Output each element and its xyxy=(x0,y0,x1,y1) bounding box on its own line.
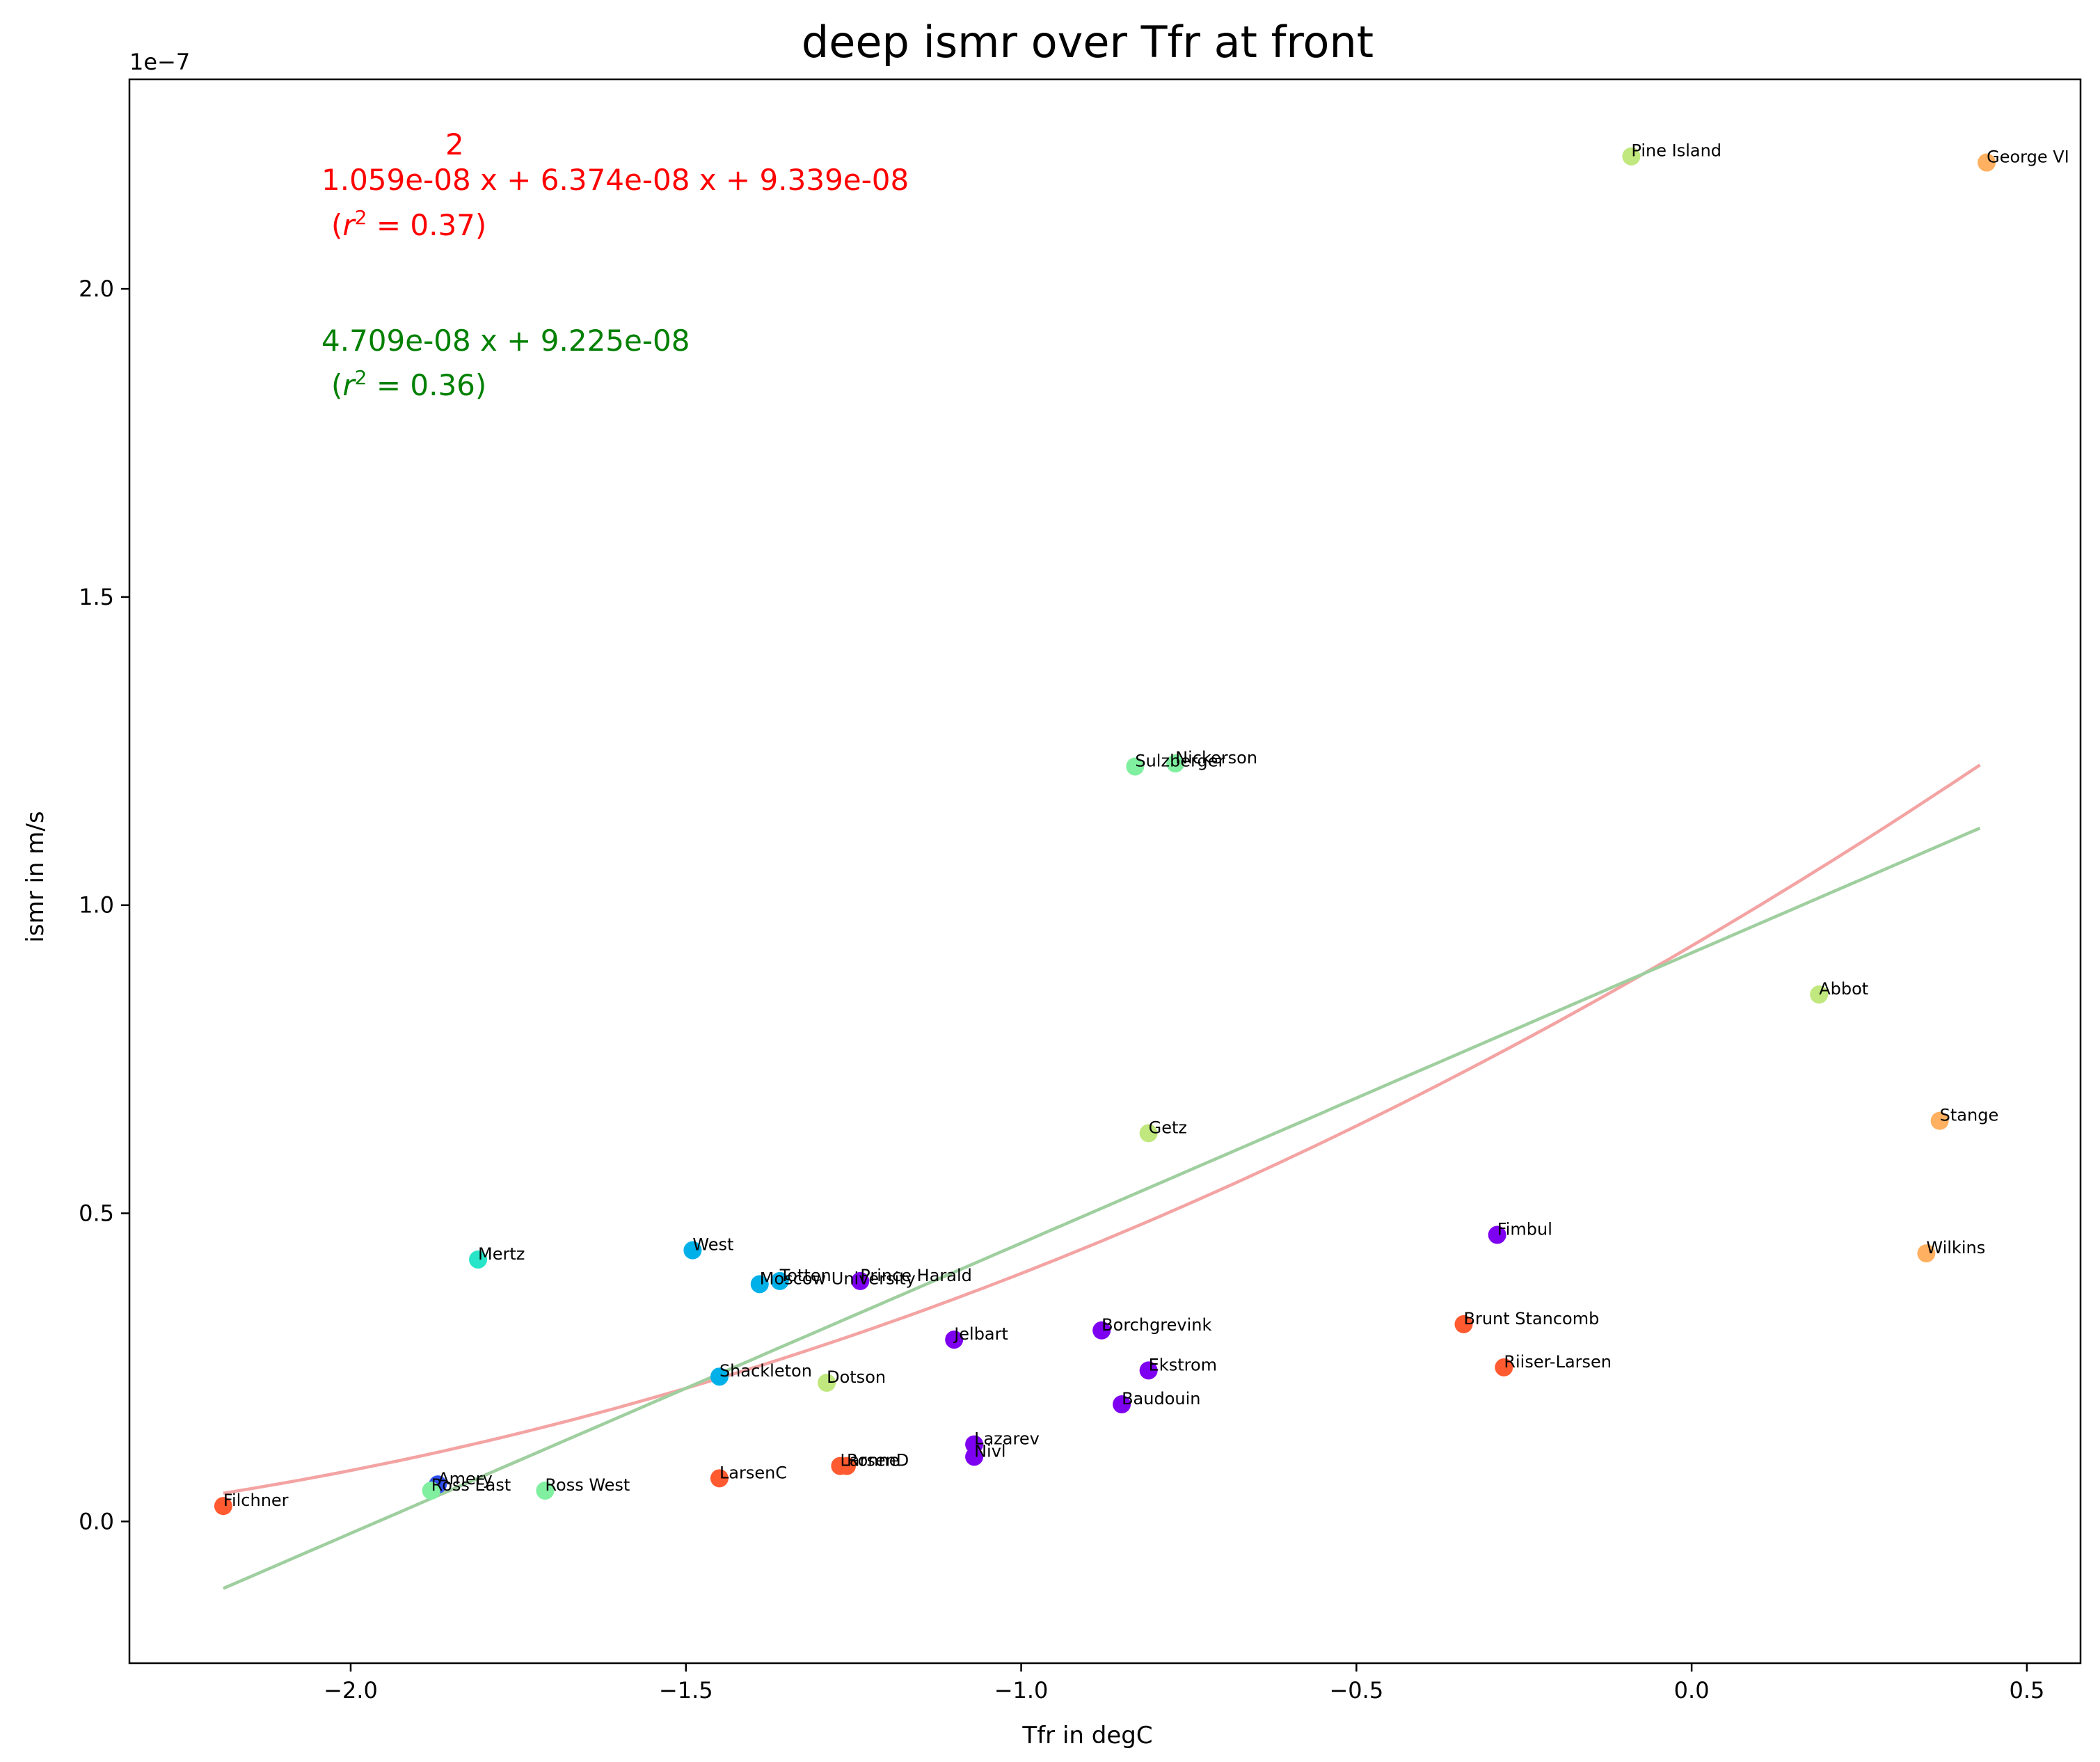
point-prince-harald xyxy=(851,1271,870,1290)
x-tick-label: −0.5 xyxy=(1329,1677,1383,1704)
point-larsenc xyxy=(710,1469,729,1488)
y-axis-label: ismr in m/s xyxy=(22,811,49,942)
point-label-shackleton: Shackleton xyxy=(719,1361,812,1381)
point-label-abbot: Abbot xyxy=(1819,979,1868,999)
point-shackleton xyxy=(710,1367,729,1386)
lin-fit-r2-value: = 0.36) xyxy=(367,368,487,402)
point-label-amery: Amery xyxy=(438,1469,493,1489)
quad-fit-r2-value: = 0.37) xyxy=(367,208,487,242)
point-dotson xyxy=(818,1374,836,1392)
x-tick-label: 0.0 xyxy=(1674,1677,1710,1704)
point-label-prince-harald: Prince Harald xyxy=(860,1266,972,1285)
point-abbot xyxy=(1810,985,1829,1004)
quad-fit-equation: 1.059e-08 x + 6.374e-08 x + 9.339e-08 xyxy=(321,163,909,197)
point-nivl xyxy=(965,1447,984,1466)
point-label-west: West xyxy=(692,1235,733,1255)
point-label-baudouin: Baudouin xyxy=(1122,1389,1200,1408)
x-tick-label: −1.0 xyxy=(994,1677,1049,1704)
lin-fit-r2-var: r xyxy=(342,368,356,402)
point-label-george-vi: George VI xyxy=(1987,148,2069,167)
point-stange xyxy=(1930,1111,1949,1130)
point-label-larsenc: LarsenC xyxy=(719,1463,787,1482)
point-ross-east xyxy=(422,1482,440,1500)
point-label-borchgrevink: Borchgrevink xyxy=(1101,1315,1211,1335)
point-brunt-stancomb xyxy=(1454,1315,1473,1333)
quad-fit-superscript: 2 xyxy=(445,127,464,161)
point-label-nickerson: Nickerson xyxy=(1175,748,1257,768)
point-getz xyxy=(1139,1124,1158,1143)
point-ross-west xyxy=(536,1482,555,1500)
lin-fit-r2-sup: 2 xyxy=(355,366,367,389)
point-label-ekstrom: Ekstrom xyxy=(1149,1355,1217,1374)
y-tick-label: 0.5 xyxy=(79,1200,114,1227)
point-moscow-university xyxy=(750,1275,769,1294)
data-points xyxy=(214,147,1996,1516)
y-axis-offset-text: 1e−7 xyxy=(129,49,190,75)
point-filchner xyxy=(214,1497,232,1516)
y-tick-label: 1.5 xyxy=(79,584,114,610)
point-label-ross-west: Ross West xyxy=(545,1475,630,1495)
x-tick-label: 0.5 xyxy=(2009,1677,2044,1704)
point-label-lazarev: Lazarev xyxy=(974,1429,1040,1449)
point-wilkins xyxy=(1917,1244,1936,1263)
quadratic-fit-line xyxy=(223,763,1981,1495)
chart-title: deep ismr over Tfr at front xyxy=(802,17,1374,68)
point-fimbul xyxy=(1488,1225,1506,1244)
point-sulzberger xyxy=(1126,757,1145,776)
point-mertz xyxy=(469,1250,488,1269)
y-tick-label: 0.0 xyxy=(79,1508,114,1534)
point-totten xyxy=(770,1271,789,1290)
plot-frame xyxy=(128,78,2082,1665)
point-ekstrom xyxy=(1139,1361,1158,1380)
point-nickerson xyxy=(1166,754,1185,773)
point-label-fimbul: Fimbul xyxy=(1497,1220,1552,1239)
point-label-pine-island: Pine Island xyxy=(1631,141,1721,161)
y-tick-label: 1.0 xyxy=(79,892,114,919)
point-label-mertz: Mertz xyxy=(478,1244,525,1264)
point-label-filchner: Filchner xyxy=(223,1491,289,1510)
point-riiser-larsen xyxy=(1495,1358,1513,1376)
point-pine-island xyxy=(1622,147,1641,166)
lin-fit-equation: 4.709e-08 x + 9.225e-08 xyxy=(321,324,690,358)
y-tick-label: 2.0 xyxy=(79,276,114,302)
point-label-stange: Stange xyxy=(1940,1106,1999,1125)
lin-fit-r2-open: ( xyxy=(331,368,342,402)
point-label-getz: Getz xyxy=(1149,1118,1187,1137)
x-tick-label: −2.0 xyxy=(324,1677,378,1704)
point-label-jelbart: Jelbart xyxy=(953,1324,1008,1344)
point-label-ross-east: Ross East xyxy=(431,1475,511,1495)
point-label-moscow-university: Moscow University xyxy=(760,1269,916,1288)
point-label-larsend: LarsenD xyxy=(840,1451,909,1470)
fit-annotations: 2 1.059e-08 x + 6.374e-08 x + 9.339e-08 … xyxy=(321,127,909,402)
point-george-vi xyxy=(1978,153,1996,172)
point-label-wilkins: Wilkins xyxy=(1926,1238,1985,1257)
x-tick-label: −1.5 xyxy=(659,1677,713,1704)
point-jelbart xyxy=(945,1331,964,1349)
point-label-nivl: Nivl xyxy=(974,1441,1006,1461)
point-label-dotson: Dotson xyxy=(827,1367,886,1387)
y-axis: 0.0 0.5 1.0 1.5 2.0 xyxy=(79,276,129,1534)
point-baudouin xyxy=(1113,1395,1131,1414)
x-axis: −2.0 −1.5 −1.0 −0.5 0.0 0.5 xyxy=(324,1663,2044,1704)
point-label-riiser-larsen: Riiser-Larsen xyxy=(1504,1352,1612,1372)
point-label-brunt-stancomb: Brunt Stancomb xyxy=(1464,1309,1600,1328)
fit-lines xyxy=(223,763,1981,1590)
linear-fit-line xyxy=(223,826,1981,1590)
lin-fit-r2: (r2 = 0.36) xyxy=(331,366,486,402)
quad-fit-r2-sup: 2 xyxy=(355,206,367,229)
quad-fit-r2-open: ( xyxy=(331,208,342,242)
point-label-sulzberger: Sulzberger xyxy=(1135,751,1225,770)
x-axis-label: Tfr in degC xyxy=(1021,1722,1152,1749)
point-borchgrevink xyxy=(1092,1321,1111,1340)
point-west xyxy=(683,1241,702,1260)
point-ronne xyxy=(838,1457,857,1475)
quad-fit-r2-var: r xyxy=(342,208,356,242)
quad-fit-r2: (r2 = 0.37) xyxy=(331,206,486,242)
point-label-ronne: Ronne xyxy=(847,1451,899,1470)
point-label-totten: Totten xyxy=(779,1266,832,1285)
